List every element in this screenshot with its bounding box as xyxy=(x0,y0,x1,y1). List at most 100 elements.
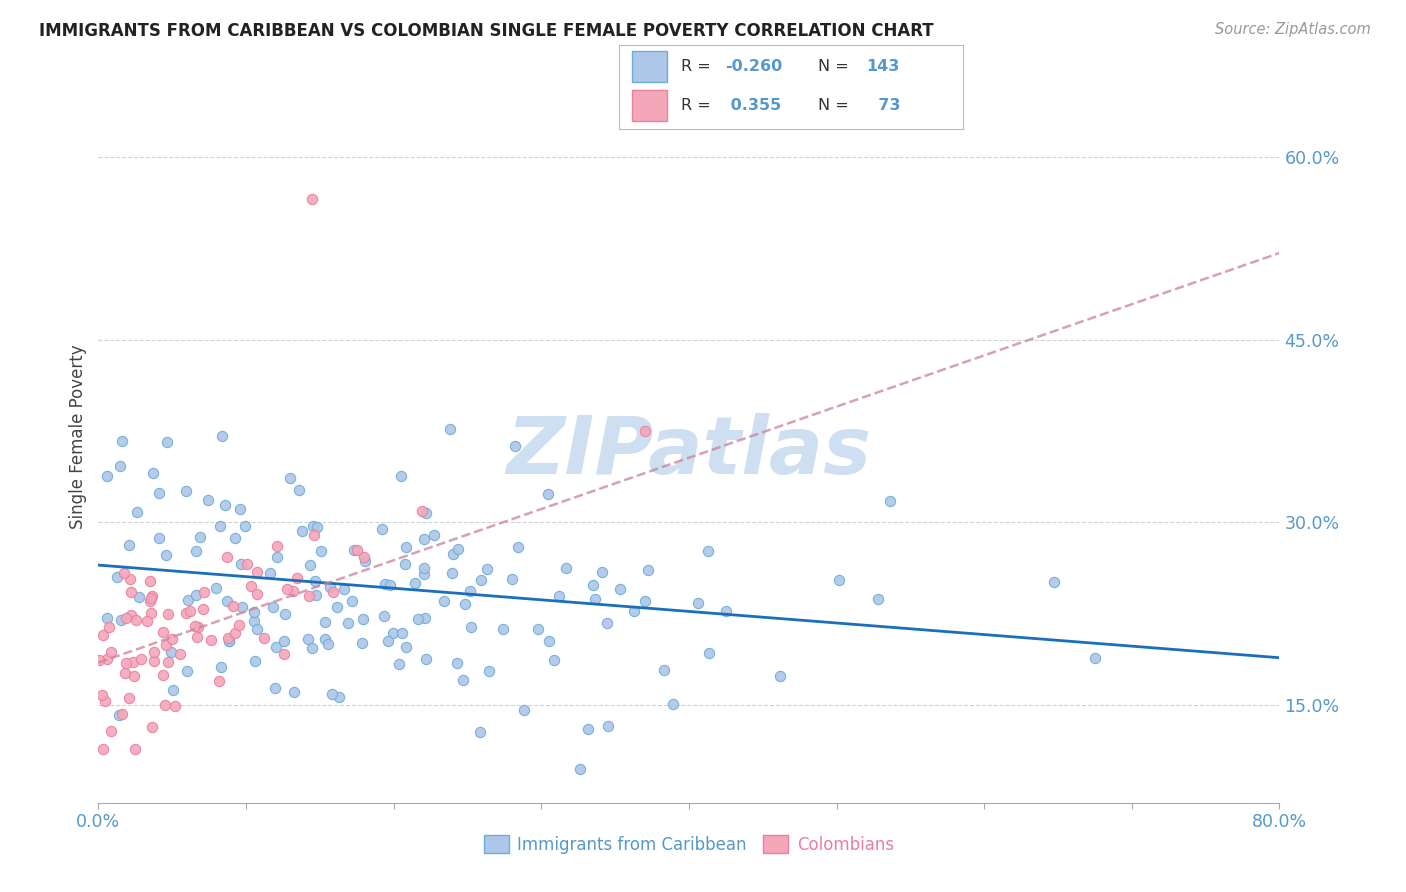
Point xyxy=(228,618,250,632)
Point xyxy=(374,577,396,591)
Point xyxy=(377,634,399,648)
Point xyxy=(475,562,498,576)
Point xyxy=(243,654,266,668)
Point xyxy=(304,574,326,588)
Point xyxy=(395,540,418,554)
Point xyxy=(321,687,343,701)
Point xyxy=(609,582,631,596)
Text: R =: R = xyxy=(681,98,716,113)
Point xyxy=(527,623,550,637)
Point xyxy=(193,584,215,599)
Point xyxy=(129,652,152,666)
Y-axis label: Single Female Poverty: Single Female Poverty xyxy=(69,345,87,529)
Point xyxy=(478,665,501,679)
Point xyxy=(96,468,118,483)
Point xyxy=(91,628,114,642)
Point xyxy=(440,566,463,581)
Text: ZIPatlas: ZIPatlas xyxy=(506,413,872,491)
Point xyxy=(215,550,238,565)
Point xyxy=(538,634,561,648)
Point xyxy=(301,193,323,207)
Point xyxy=(152,668,174,682)
Text: 143: 143 xyxy=(866,59,900,74)
Point xyxy=(423,528,446,542)
Point xyxy=(266,549,288,564)
Point xyxy=(264,640,287,654)
Point xyxy=(686,596,709,610)
Point xyxy=(188,530,211,544)
Point xyxy=(287,483,309,497)
Point xyxy=(115,611,138,625)
Point xyxy=(453,673,475,688)
Point xyxy=(217,631,239,645)
Point xyxy=(141,607,163,621)
Point xyxy=(174,606,197,620)
Point xyxy=(246,587,269,601)
Point xyxy=(439,422,461,436)
Point xyxy=(328,690,350,705)
Point xyxy=(183,618,205,632)
Point xyxy=(446,656,468,670)
Point xyxy=(91,688,114,702)
Bar xyxy=(633,90,666,120)
Point xyxy=(98,620,121,634)
Point xyxy=(153,698,176,713)
Point xyxy=(186,588,208,602)
Point xyxy=(411,503,433,517)
Point xyxy=(273,647,295,661)
Point xyxy=(395,640,418,654)
Point xyxy=(342,594,364,608)
Point xyxy=(242,614,264,628)
Point xyxy=(152,624,174,639)
Point xyxy=(468,724,491,739)
Point xyxy=(124,742,146,756)
Point xyxy=(148,531,170,545)
Point xyxy=(208,673,231,688)
Point xyxy=(156,435,179,450)
Point xyxy=(143,654,166,668)
Point xyxy=(110,459,132,474)
Point xyxy=(291,524,314,538)
Point xyxy=(156,655,179,669)
Point xyxy=(139,574,162,588)
Point xyxy=(135,614,157,628)
Point xyxy=(406,612,429,626)
Point xyxy=(458,584,481,599)
Point xyxy=(576,722,599,736)
Point xyxy=(470,573,492,587)
Point xyxy=(391,625,413,640)
Point xyxy=(389,469,412,483)
Point xyxy=(115,656,138,670)
Point xyxy=(143,645,166,659)
Point xyxy=(191,601,214,615)
Point xyxy=(697,646,720,660)
Point xyxy=(176,592,198,607)
Point xyxy=(352,611,374,625)
Point xyxy=(110,434,132,448)
Point xyxy=(285,571,308,585)
Point xyxy=(200,633,222,648)
Point xyxy=(415,651,437,665)
Legend: Immigrants from Caribbean, Colombians: Immigrants from Caribbean, Colombians xyxy=(477,829,901,860)
Point xyxy=(155,638,177,652)
Point xyxy=(118,572,141,586)
Point xyxy=(582,578,605,592)
Point xyxy=(121,585,143,599)
Point xyxy=(209,660,232,674)
Point xyxy=(160,645,183,659)
Point xyxy=(543,652,565,666)
Point xyxy=(160,632,183,646)
Point xyxy=(120,607,142,622)
Point xyxy=(262,599,284,614)
Point xyxy=(110,613,132,627)
Point xyxy=(214,499,236,513)
Point xyxy=(433,593,456,607)
Point xyxy=(454,597,477,611)
Point xyxy=(108,708,131,723)
Point xyxy=(122,655,145,669)
Point xyxy=(596,616,619,631)
Point xyxy=(165,699,187,714)
Point xyxy=(326,600,349,615)
Point xyxy=(309,544,332,558)
Point xyxy=(112,566,135,580)
